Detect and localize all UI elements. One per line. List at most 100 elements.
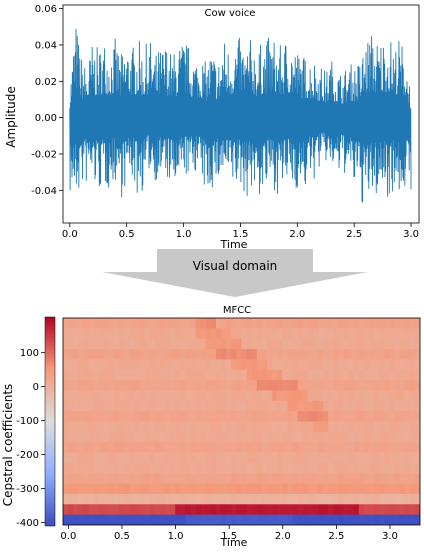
mfcc-cell	[328, 328, 334, 340]
mfcc-cell	[272, 369, 278, 381]
mfcc-cell	[154, 431, 161, 443]
mfcc-cell	[68, 411, 74, 422]
mfcc-cell	[292, 493, 298, 505]
mfcc-cell	[216, 349, 222, 360]
mfcc-cell	[277, 473, 283, 484]
mfcc-cell	[272, 411, 278, 422]
mfcc-cell	[256, 504, 263, 516]
mfcc-cell	[88, 349, 94, 360]
mfcc-cell	[180, 411, 186, 422]
mfcc-cell	[353, 493, 360, 505]
mfcc-cell	[185, 390, 191, 402]
mfcc-cell	[292, 504, 298, 516]
mfcc-cell	[180, 442, 186, 453]
mfcc-cell	[221, 400, 227, 412]
mfcc-cell	[267, 462, 273, 474]
mfcc-cell	[205, 452, 212, 464]
mfcc-cell	[409, 462, 416, 474]
mfcc-cell	[302, 359, 309, 371]
mfcc-cell	[78, 380, 84, 391]
mfcc-cell	[231, 390, 237, 402]
mfcc-cell	[149, 349, 156, 360]
mfcc-cell	[399, 421, 406, 433]
mfcc-cell	[190, 473, 196, 484]
mfcc-cell	[149, 493, 156, 505]
mfcc-cell	[149, 504, 156, 516]
mfcc-cell	[144, 504, 151, 516]
mfcc-cell	[154, 452, 161, 464]
mfcc-cell	[154, 390, 161, 402]
mfcc-cell	[272, 462, 278, 474]
mfcc-cell	[129, 380, 135, 391]
mfcc-cell	[318, 318, 324, 329]
mfcc-cell	[190, 338, 196, 350]
mfcc-cell	[272, 514, 278, 525]
mfcc-cell	[114, 452, 120, 464]
mfcc-cell	[185, 369, 191, 381]
mfcc-cell	[170, 390, 176, 402]
mfcc-cell	[318, 462, 324, 474]
mfcc-cell	[83, 338, 89, 350]
mfcc-cell	[165, 442, 171, 453]
mfcc-cell	[103, 514, 110, 525]
mfcc-cell	[185, 400, 191, 412]
mfcc-cell	[323, 349, 329, 360]
mfcc-cell	[175, 493, 181, 505]
mfcc-cell	[108, 462, 115, 474]
mfcc-cell	[389, 514, 395, 525]
mfcc-cell	[374, 400, 380, 412]
waveform-x-label: Time	[220, 238, 248, 251]
mfcc-cell	[63, 400, 69, 412]
mfcc-cell	[73, 369, 79, 381]
mfcc-cell	[353, 338, 360, 350]
mfcc-cell	[68, 390, 74, 402]
mfcc-cell	[241, 442, 247, 453]
mfcc-cell	[231, 431, 237, 443]
mfcc-cell	[175, 504, 181, 516]
mfcc-cell	[78, 328, 84, 340]
mfcc-cell	[384, 493, 390, 505]
mfcc-cell	[374, 338, 380, 350]
mfcc-cell	[226, 338, 232, 350]
mfcc-cell	[261, 462, 268, 474]
mfcc-cell	[394, 421, 400, 433]
mfcc-cell	[180, 349, 186, 360]
mfcc-cell	[267, 411, 273, 422]
mfcc-cell	[348, 349, 355, 360]
mfcc-cell	[93, 328, 100, 340]
mfcc-cell	[88, 473, 94, 484]
mfcc-y-tick-label: 0	[33, 382, 39, 393]
mfcc-cell	[343, 483, 349, 495]
mfcc-cell	[312, 514, 319, 525]
mfcc-cell	[369, 504, 375, 516]
mfcc-cell	[180, 338, 186, 350]
mfcc-cell	[353, 473, 360, 484]
mfcc-cell	[267, 338, 273, 350]
mfcc-cell	[236, 431, 242, 443]
mfcc-cell	[93, 462, 100, 474]
mfcc-cell	[124, 380, 130, 391]
mfcc-cell	[231, 338, 237, 350]
mfcc-cell	[389, 431, 395, 443]
mfcc-cell	[195, 400, 202, 412]
mfcc-cell	[292, 318, 298, 329]
mfcc-cell	[282, 400, 288, 412]
mfcc-cell	[93, 411, 100, 422]
mfcc-cell	[226, 431, 232, 443]
mfcc-cell	[282, 483, 288, 495]
mfcc-cell	[358, 400, 365, 412]
mfcc-cell	[139, 473, 145, 484]
mfcc-cell	[221, 421, 227, 433]
mfcc-cell	[63, 328, 69, 340]
mfcc-cell	[241, 380, 247, 391]
mfcc-cell	[114, 431, 120, 443]
mfcc-cell	[210, 483, 217, 495]
mfcc-cell	[185, 473, 191, 484]
mfcc-cell	[302, 483, 309, 495]
mfcc-cell	[144, 452, 151, 464]
mfcc-cell	[205, 442, 212, 453]
mfcc-cell	[159, 328, 166, 340]
mfcc-cell	[338, 442, 344, 453]
mfcc-cell	[399, 442, 406, 453]
mfcc-cell	[379, 462, 385, 474]
